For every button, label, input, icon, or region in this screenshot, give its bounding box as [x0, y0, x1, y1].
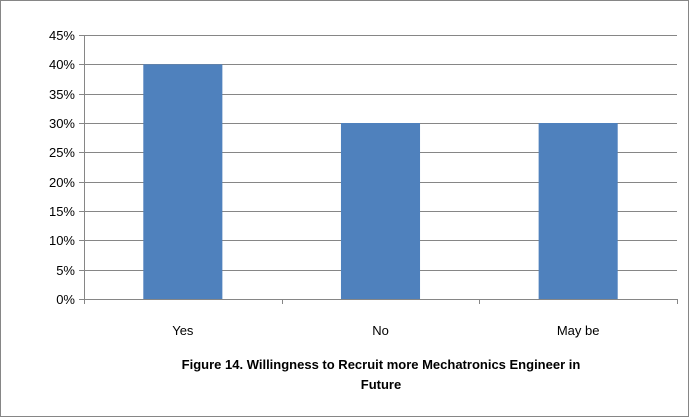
x-category-label: No — [372, 323, 389, 338]
bars — [143, 64, 618, 299]
x-axis-category-labels: Yes No May be — [172, 323, 599, 338]
bar-no — [340, 123, 421, 299]
y-axis-tick-labels: 0% 5% 10% 15% 20% 25% 30% 35% 40% 45% — [49, 28, 75, 307]
y-tick-label: 20% — [49, 175, 75, 190]
caption-line-1: Figure 14. Willingness to Recruit more M… — [182, 357, 581, 372]
y-tick-label: 25% — [49, 145, 75, 160]
bar-yes — [143, 64, 223, 299]
y-tick-label: 30% — [49, 116, 75, 131]
y-tick-label: 5% — [56, 263, 75, 278]
y-tick-label: 45% — [49, 28, 75, 43]
caption-line-2: Future — [361, 377, 401, 392]
y-tick-label: 15% — [49, 204, 75, 219]
y-tick-label: 10% — [49, 233, 75, 248]
x-category-label: May be — [557, 323, 600, 338]
bar-may-be — [538, 123, 618, 299]
axes — [79, 35, 678, 304]
y-tick-label: 35% — [49, 87, 75, 102]
figure-caption: Figure 14. Willingness to Recruit more M… — [182, 357, 581, 392]
x-category-label: Yes — [172, 323, 194, 338]
y-tick-label: 0% — [56, 292, 75, 307]
y-tick-label: 40% — [49, 57, 75, 72]
